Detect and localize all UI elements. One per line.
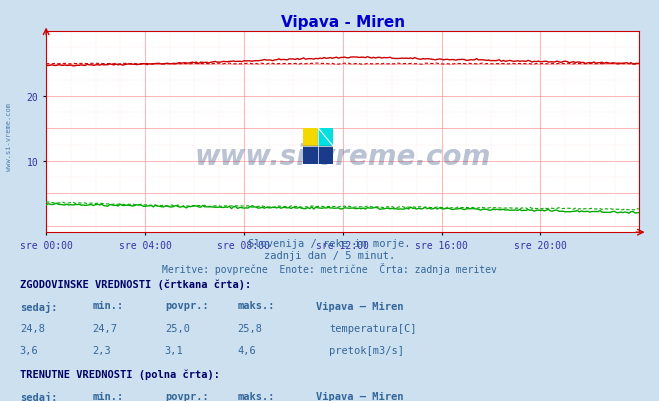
Text: www.si-vreme.com: www.si-vreme.com <box>194 142 491 170</box>
Text: Vipava – Miren: Vipava – Miren <box>316 391 404 401</box>
Text: 3,1: 3,1 <box>165 345 183 355</box>
Text: ZGODOVINSKE VREDNOSTI (črtkana črta):: ZGODOVINSKE VREDNOSTI (črtkana črta): <box>20 279 251 289</box>
Text: min.:: min.: <box>92 391 123 401</box>
Title: Vipava - Miren: Vipava - Miren <box>281 14 405 30</box>
Text: maks.:: maks.: <box>237 301 275 311</box>
Text: Vipava – Miren: Vipava – Miren <box>316 301 404 311</box>
Text: min.:: min.: <box>92 301 123 311</box>
Polygon shape <box>303 128 318 146</box>
Text: 24,8: 24,8 <box>20 323 45 333</box>
Text: povpr.:: povpr.: <box>165 391 208 401</box>
Text: zadnji dan / 5 minut.: zadnji dan / 5 minut. <box>264 251 395 261</box>
Text: 4,6: 4,6 <box>237 345 256 355</box>
Text: TRENUTNE VREDNOSTI (polna črta):: TRENUTNE VREDNOSTI (polna črta): <box>20 369 219 379</box>
Text: pretok[m3/s]: pretok[m3/s] <box>330 345 405 355</box>
Text: 3,6: 3,6 <box>20 345 38 355</box>
Text: 25,8: 25,8 <box>237 323 262 333</box>
Text: maks.:: maks.: <box>237 391 275 401</box>
Text: sedaj:: sedaj: <box>20 301 57 312</box>
Text: 25,0: 25,0 <box>165 323 190 333</box>
Polygon shape <box>318 128 333 146</box>
Text: www.si-vreme.com: www.si-vreme.com <box>5 102 12 170</box>
Text: sedaj:: sedaj: <box>20 391 57 401</box>
Text: 24,7: 24,7 <box>92 323 117 333</box>
Polygon shape <box>303 146 333 164</box>
Text: Slovenija / reke in morje.: Slovenija / reke in morje. <box>248 239 411 249</box>
Text: Meritve: povprečne  Enote: metrične  Črta: zadnja meritev: Meritve: povprečne Enote: metrične Črta:… <box>162 263 497 275</box>
Text: temperatura[C]: temperatura[C] <box>330 323 417 333</box>
Text: povpr.:: povpr.: <box>165 301 208 311</box>
Text: 2,3: 2,3 <box>92 345 111 355</box>
